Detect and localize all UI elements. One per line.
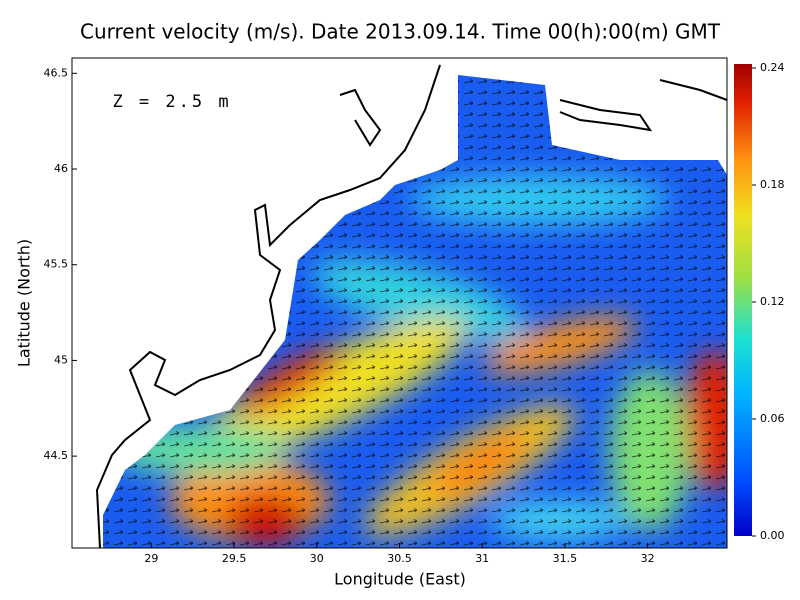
x-tick-label: 31.5 — [553, 552, 578, 565]
colorbar-tick-label: 0.18 — [760, 178, 785, 191]
y-tick-label: 46.5 — [44, 66, 69, 79]
y-axis-label: Latitude (North) — [15, 239, 34, 367]
x-tick-label: 30 — [310, 552, 324, 565]
velocity-field — [95, 64, 727, 548]
y-tick-label: 45.5 — [44, 258, 69, 271]
colorbar-tick-label: 0.00 — [760, 529, 785, 542]
y-tick-label: 44.5 — [44, 449, 69, 462]
y-tick-label: 46 — [54, 162, 68, 175]
x-tick-label: 29 — [144, 552, 158, 565]
title: Current velocity (m/s). Date 2013.09.14.… — [80, 20, 721, 44]
x-tick-label: 29.5 — [222, 552, 247, 565]
x-tick-label: 31 — [475, 552, 489, 565]
colorbar-tick-label: 0.24 — [760, 61, 785, 74]
colorbar-tick-label: 0.12 — [760, 295, 785, 308]
x-tick-label: 32 — [641, 552, 655, 565]
y-tick-label: 45 — [54, 353, 68, 366]
x-axis-label: Longitude (East) — [334, 570, 466, 589]
x-tick-label: 30.5 — [387, 552, 412, 565]
colorbar — [734, 64, 752, 536]
colorbar-tick-label: 0.06 — [760, 412, 785, 425]
depth-annotation: Z = 2.5 m — [112, 92, 231, 112]
